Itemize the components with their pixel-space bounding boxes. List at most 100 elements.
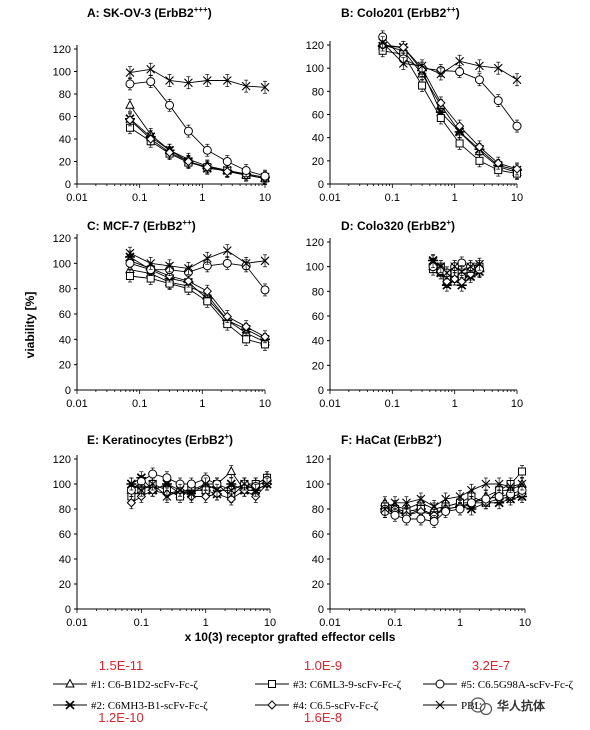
y-tick-label: 80 <box>59 89 71 101</box>
x-tick-label: 10 <box>511 398 523 410</box>
x-tick-label: 0.1 <box>132 398 147 410</box>
data-point <box>455 67 465 77</box>
x-tick-label: 0.1 <box>385 398 400 410</box>
x-tick-label: 1 <box>203 617 209 629</box>
x-tick-label: 1 <box>452 192 458 204</box>
data-point <box>417 61 427 71</box>
legend-marker-x <box>435 700 445 710</box>
data-point <box>260 82 270 92</box>
data-point <box>449 274 460 284</box>
y-tick-label: 40 <box>59 554 71 566</box>
data-point <box>148 479 158 489</box>
data-point <box>165 100 175 110</box>
series-line <box>131 483 268 498</box>
series-x <box>428 255 484 280</box>
y-tick-label: 60 <box>59 112 71 124</box>
x-tick-label: 10 <box>264 617 276 629</box>
y-tick-label: 0 <box>65 179 71 191</box>
affinity-label: 1.2E-10 <box>98 710 144 725</box>
data-point <box>436 98 446 108</box>
legend-item: #2: C6MH3-B1-scFv-Fc-ζ1.2E-10 <box>53 700 208 725</box>
data-point <box>226 494 236 504</box>
y-tick-label: 100 <box>53 258 71 270</box>
x-tick-label: 0.01 <box>319 192 340 204</box>
y-tick-label: 0 <box>65 604 71 616</box>
x-tick-label: 0.1 <box>132 192 147 204</box>
data-point <box>226 465 237 475</box>
panel-5: E: Keratinocytes (ErbB2+) 0 20 40 60 80 100 120… <box>53 432 276 629</box>
data-point <box>146 258 156 268</box>
data-point <box>517 479 527 489</box>
data-point <box>436 69 446 79</box>
legend-marker-square <box>268 680 276 688</box>
x-tick-label: 0.1 <box>385 192 400 204</box>
data-point <box>222 246 232 256</box>
y-tick-label: 100 <box>53 479 71 491</box>
data-point <box>455 492 465 501</box>
x-tick-label: 0.01 <box>66 398 87 410</box>
data-point <box>494 492 504 501</box>
y-tick-label: 120 <box>306 454 324 466</box>
legend-marker-star <box>65 700 75 710</box>
y-tick-label: 0 <box>318 604 324 616</box>
data-point <box>481 479 491 489</box>
data-point <box>183 126 193 136</box>
data-point <box>203 297 212 306</box>
y-tick-label: 40 <box>59 334 71 346</box>
data-point <box>454 121 465 131</box>
panel-title: C: MCF-7 (ErbB2++) <box>87 218 196 233</box>
data-point <box>418 81 427 90</box>
data-point <box>429 502 439 511</box>
legend-label: #3: C6ML3-9-scFv-Fc-ζ <box>293 679 402 691</box>
data-point <box>467 485 476 495</box>
series-square <box>125 269 269 351</box>
data-point <box>518 467 527 476</box>
y-tick-label: 120 <box>53 233 71 245</box>
x-tick-label: 1 <box>199 192 205 204</box>
y-tick-label: 120 <box>53 44 71 56</box>
y-tick-label: 20 <box>312 360 324 372</box>
data-point <box>398 42 409 53</box>
data-point <box>442 276 452 287</box>
y-tick-label: 40 <box>312 336 324 348</box>
data-point <box>442 268 452 278</box>
wechat-logo-icon <box>470 697 493 716</box>
panel-title: F: HaCat (ErbB2+) <box>341 432 442 447</box>
data-point <box>251 485 261 495</box>
legend-marker-circle <box>435 679 445 689</box>
data-point <box>202 253 212 263</box>
series-line <box>129 81 266 177</box>
y-tick-label: 20 <box>59 579 71 591</box>
panel-4: D: Colo320 (ErbB2+) 0 20 40 60 80 100 120 0.01 0.… <box>306 218 523 410</box>
data-point <box>184 264 193 273</box>
series-square <box>380 465 527 522</box>
data-point <box>126 479 136 489</box>
legend-marker-triangle <box>65 678 75 688</box>
data-point <box>441 494 450 504</box>
data-point <box>402 498 411 508</box>
x-tick-label: 10 <box>259 398 271 410</box>
series-line <box>129 68 266 88</box>
series-x <box>125 62 270 94</box>
data-point <box>494 479 504 489</box>
data-point <box>222 76 232 85</box>
data-point <box>506 482 515 491</box>
data-point <box>428 257 438 267</box>
data-point <box>512 164 522 174</box>
legend-label: #5: C6.5G98A-scFv-Fc-ζ <box>461 679 574 691</box>
data-point <box>441 507 451 516</box>
y-tick-label: 80 <box>59 284 71 296</box>
data-point <box>260 256 270 266</box>
y-tick-label: 20 <box>312 156 324 168</box>
legend-label: #4: C6.5-scFv-Fc-ζ <box>293 700 379 712</box>
data-point <box>183 276 194 286</box>
legend-item: #3: C6ML3-9-scFv-Fc-ζ 1.0E-9 <box>255 658 402 691</box>
y-tick-label: 40 <box>312 554 324 566</box>
y-tick-label: 60 <box>312 110 324 122</box>
x-tick-label: 0.01 <box>319 617 340 629</box>
data-point <box>416 514 426 524</box>
data-point <box>465 269 476 279</box>
data-point <box>222 157 232 166</box>
data-point <box>260 285 270 295</box>
data-point <box>466 262 475 272</box>
